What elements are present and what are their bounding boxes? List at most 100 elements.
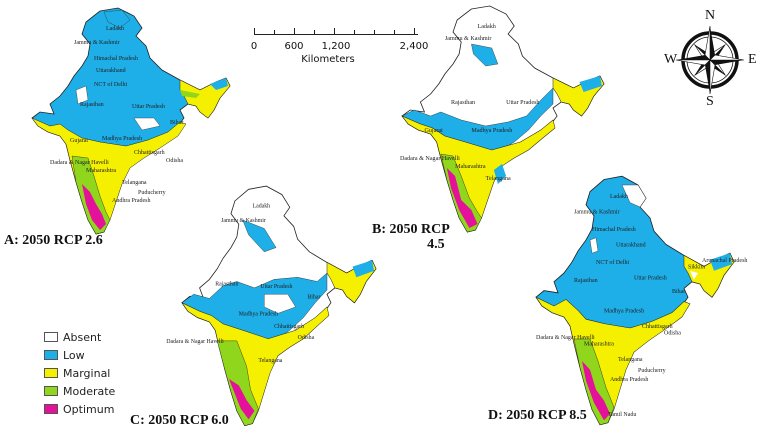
india-map-c: Ladakh Jammu & Kashmir Rajasthan Uttar P… bbox=[166, 185, 377, 427]
svg-text:Bihar: Bihar bbox=[672, 288, 686, 295]
svg-text:Dadara & Nagar Havelli: Dadara & Nagar Havelli bbox=[536, 334, 595, 341]
scale-bar: 0 600 1,200 2,400 Kilometers bbox=[248, 28, 428, 68]
svg-text:Madhya Pradesh: Madhya Pradesh bbox=[102, 136, 142, 142]
india-map-d: Ladakh Jammu & Kashmir Himachal Pradesh … bbox=[535, 175, 748, 426]
scale-bar-line bbox=[254, 34, 418, 35]
svg-text:Maharashtra: Maharashtra bbox=[584, 340, 614, 347]
scale-tick bbox=[374, 30, 375, 35]
svg-text:Dadara & Nagar Havelli: Dadara & Nagar Havelli bbox=[166, 339, 224, 345]
panel-b-label: B: 2050 RCP 4.5 bbox=[372, 222, 450, 252]
map-legend: Absent Low Marginal Moderate Optimum bbox=[44, 328, 115, 418]
legend-swatch-absent bbox=[44, 332, 58, 342]
svg-text:Uttarakhand: Uttarakhand bbox=[616, 241, 646, 248]
svg-text:Maharashtra: Maharashtra bbox=[86, 168, 116, 174]
legend-item-low: Low bbox=[44, 346, 115, 364]
map-panel-b: Ladakh Jammu & Kashmir Rajasthan Uttar P… bbox=[372, 0, 640, 252]
scale-label-2400: 2,400 bbox=[399, 41, 429, 52]
map-panel-d: Ladakh Jammu & Kashmir Himachal Pradesh … bbox=[488, 170, 768, 436]
svg-text:Uttar Pradesh: Uttar Pradesh bbox=[506, 100, 539, 106]
legend-swatch-marginal bbox=[44, 368, 58, 378]
svg-text:Puducherry: Puducherry bbox=[138, 190, 166, 196]
svg-text:Jammu & Kashmir: Jammu & Kashmir bbox=[221, 218, 266, 224]
legend-label-optimum: Optimum bbox=[63, 402, 115, 416]
scale-unit: Kilometers bbox=[301, 54, 355, 65]
map-panel-a: Ladakh Jammu & Kashmir Himachal Pradesh … bbox=[0, 0, 240, 250]
legend-label-marginal: Marginal bbox=[63, 366, 111, 380]
legend-item-absent: Absent bbox=[44, 328, 115, 346]
svg-text:Telangana: Telangana bbox=[486, 176, 511, 182]
legend-item-moderate: Moderate bbox=[44, 382, 115, 400]
svg-text:Rajasthan: Rajasthan bbox=[80, 102, 104, 108]
legend-swatch-moderate bbox=[44, 386, 58, 396]
scale-tick bbox=[294, 28, 295, 35]
legend-swatch-optimum bbox=[44, 404, 58, 414]
svg-text:Gujarat: Gujarat bbox=[424, 128, 443, 134]
svg-text:Bihar: Bihar bbox=[307, 294, 320, 300]
scale-tick bbox=[274, 30, 275, 35]
svg-text:Rajasthan: Rajasthan bbox=[451, 100, 475, 106]
legend-label-moderate: Moderate bbox=[63, 384, 116, 398]
svg-text:Tamil Nadu: Tamil Nadu bbox=[608, 411, 637, 418]
scale-tick bbox=[314, 30, 315, 35]
svg-text:Jammu & Kashmir: Jammu & Kashmir bbox=[574, 208, 620, 215]
scale-tick bbox=[394, 30, 395, 35]
panel-a-label: A: 2050 RCP 2.6 bbox=[4, 233, 103, 248]
svg-text:Himachal Pradesh: Himachal Pradesh bbox=[94, 56, 138, 62]
svg-text:Ladakh: Ladakh bbox=[253, 203, 271, 209]
svg-text:Odisha: Odisha bbox=[664, 329, 681, 336]
legend-label-absent: Absent bbox=[63, 330, 102, 344]
svg-text:Madhya Pradesh: Madhya Pradesh bbox=[239, 311, 278, 317]
compass-east: E bbox=[748, 52, 757, 67]
svg-text:Arunachal Pradesh: Arunachal Pradesh bbox=[702, 257, 748, 264]
legend-swatch-low bbox=[44, 350, 58, 360]
legend-item-marginal: Marginal bbox=[44, 364, 115, 382]
compass-icon bbox=[675, 25, 745, 95]
scale-tick bbox=[334, 28, 335, 35]
svg-text:Uttar Pradesh: Uttar Pradesh bbox=[132, 104, 165, 110]
scale-tick bbox=[414, 28, 415, 35]
svg-text:Madhya Pradesh: Madhya Pradesh bbox=[604, 307, 645, 314]
svg-text:Ladakh: Ladakh bbox=[478, 24, 496, 30]
svg-text:Odisha: Odisha bbox=[298, 335, 315, 341]
scale-label-1200: 1,200 bbox=[321, 41, 351, 52]
svg-text:Uttar Pradesh: Uttar Pradesh bbox=[634, 274, 668, 281]
legend-label-low: Low bbox=[63, 348, 85, 362]
india-map-b: Ladakh Jammu & Kashmir Rajasthan Uttar P… bbox=[400, 5, 605, 233]
svg-text:Gujarat: Gujarat bbox=[70, 138, 88, 144]
scale-label-0: 0 bbox=[250, 41, 258, 52]
panel-d-label: D: 2050 RCP 8.5 bbox=[488, 408, 587, 423]
svg-text:Dadara & Nagar Havelli: Dadara & Nagar Havelli bbox=[400, 156, 460, 162]
svg-text:Telangana: Telangana bbox=[618, 356, 643, 363]
svg-text:NCT of Delhi: NCT of Delhi bbox=[596, 259, 629, 266]
svg-text:Puducherry: Puducherry bbox=[638, 367, 666, 374]
svg-text:Sikkim: Sikkim bbox=[688, 263, 705, 270]
svg-text:Ladakh: Ladakh bbox=[106, 26, 124, 32]
svg-text:Odisha: Odisha bbox=[166, 158, 183, 164]
svg-text:Andhra Pradesh: Andhra Pradesh bbox=[610, 376, 649, 383]
svg-text:Chhattisgarh: Chhattisgarh bbox=[134, 150, 165, 156]
svg-text:Jammu & Kashmir: Jammu & Kashmir bbox=[445, 36, 491, 42]
svg-text:Dadara & Nagar Havelli: Dadara & Nagar Havelli bbox=[50, 160, 109, 166]
svg-text:Jammu & Kashmir: Jammu & Kashmir bbox=[74, 40, 120, 46]
svg-text:Andhra Pradesh: Andhra Pradesh bbox=[112, 198, 151, 204]
svg-text:Bihar: Bihar bbox=[170, 120, 183, 126]
scale-tick bbox=[354, 30, 355, 35]
svg-text:Uttarakhand: Uttarakhand bbox=[96, 68, 126, 74]
svg-text:Uttar Pradesh: Uttar Pradesh bbox=[260, 284, 292, 290]
svg-text:Chhattisgarh: Chhattisgarh bbox=[274, 324, 304, 330]
svg-text:NCT of Delhi: NCT of Delhi bbox=[94, 81, 128, 88]
compass-north: N bbox=[705, 8, 716, 23]
panel-b-label-line2: 4.5 bbox=[427, 237, 445, 252]
panel-c-label: C: 2050 RCP 6.0 bbox=[130, 413, 229, 428]
compass-rose: N S W E bbox=[660, 8, 760, 112]
svg-text:Maharashtra: Maharashtra bbox=[455, 164, 486, 170]
legend-item-optimum: Optimum bbox=[44, 400, 115, 418]
svg-text:Telangana: Telangana bbox=[122, 180, 147, 186]
compass-west: W bbox=[664, 52, 678, 67]
svg-text:Rajasthan: Rajasthan bbox=[215, 282, 238, 288]
compass-south: S bbox=[706, 94, 714, 109]
panel-b-label-line1: B: 2050 RCP bbox=[372, 222, 450, 237]
scale-label-600: 600 bbox=[284, 41, 304, 52]
india-map-a: Ladakh Jammu & Kashmir Himachal Pradesh … bbox=[31, 7, 231, 235]
scale-tick bbox=[254, 28, 255, 35]
